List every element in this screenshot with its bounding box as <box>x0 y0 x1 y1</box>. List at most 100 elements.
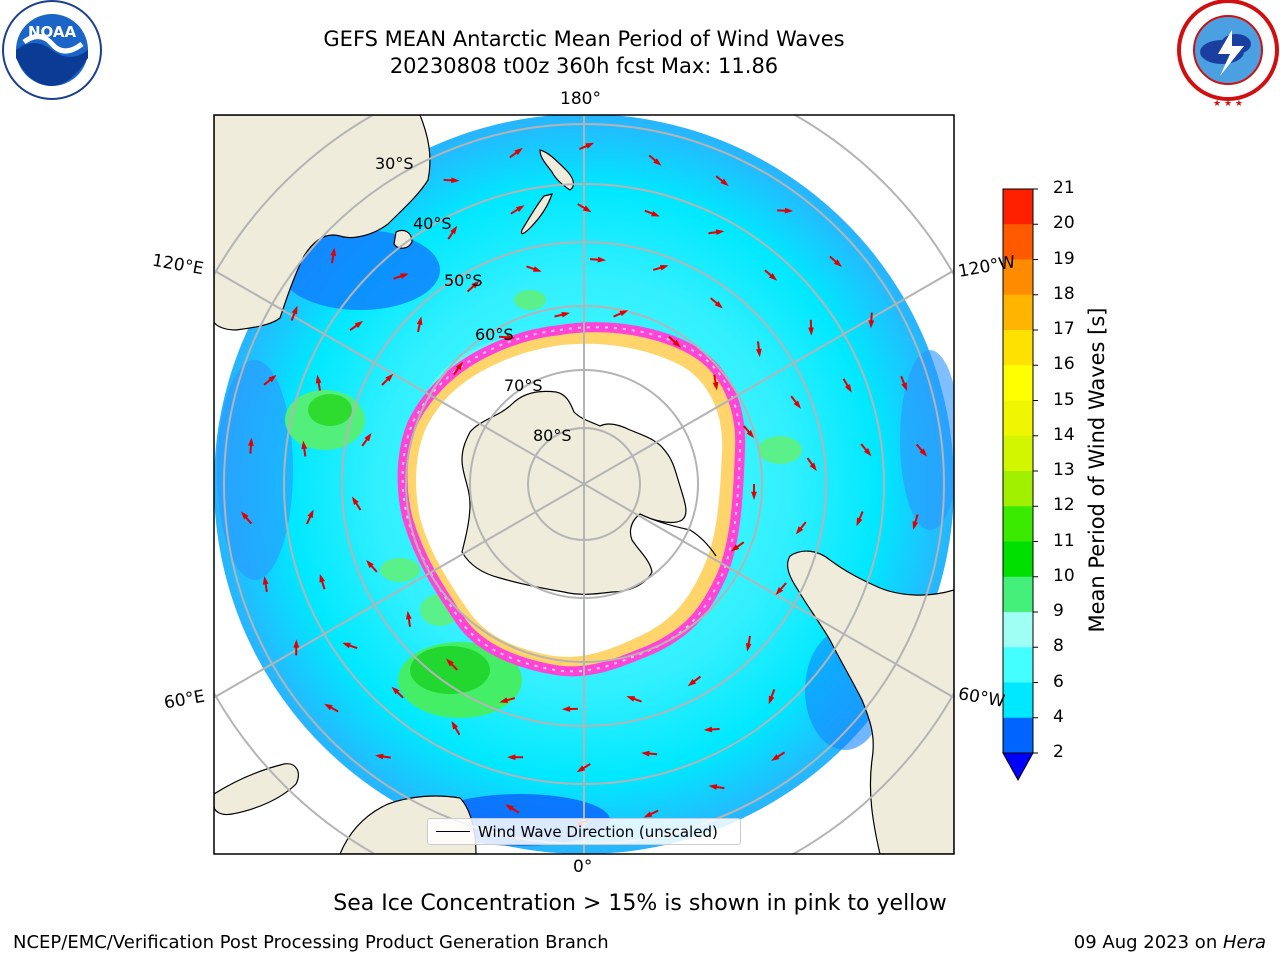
wave-direction-arrowhead <box>708 784 718 790</box>
wave-direction-arrowhead <box>687 678 697 687</box>
wave-direction-arrowhead <box>471 280 480 289</box>
wave-direction-arrowhead <box>354 320 364 329</box>
colorbar-tick-label: 17 <box>1053 319 1075 339</box>
footer-credit: NCEP/EMC/Verification Post Processing Pr… <box>13 932 609 953</box>
wave-direction-arrowhead <box>342 642 351 649</box>
wave-direction-arrowhead <box>499 697 509 703</box>
svg-text:★ ★ ★: ★ ★ ★ <box>1213 99 1243 109</box>
wave-direction-arrowhead <box>301 440 308 450</box>
colorbar-tick-label: 15 <box>1053 389 1075 410</box>
new-zealand-south <box>520 193 553 235</box>
wave-direction-arrowhead <box>455 361 463 371</box>
wave-direction-arrowhead <box>856 517 863 527</box>
wave-direction-arrowhead <box>532 266 542 272</box>
colorbar-tick-label: 14 <box>1053 424 1075 445</box>
wave-direction-arrowhead <box>446 658 454 667</box>
legend-label: Wind Wave Direction (unscaled) <box>478 823 718 841</box>
wave-direction-arrowhead <box>768 273 778 281</box>
wave-direction-arrowhead <box>240 511 249 520</box>
wave-direction-arrowhead <box>672 339 681 348</box>
wave-direction-arrowhead <box>784 207 794 214</box>
lon-label-bottom: 0° <box>573 857 593 877</box>
wind-wave-arrows <box>240 142 928 828</box>
wave-direction-arrowhead <box>714 300 723 309</box>
colorbar-segment <box>1003 224 1033 260</box>
colorbar-tick-label: 6 <box>1053 671 1064 692</box>
noaa-logo: NOAA <box>2 0 102 100</box>
colorbar-segment <box>1003 717 1033 754</box>
tasmania <box>393 229 413 249</box>
wave-direction-arrowhead <box>506 334 515 341</box>
madagascar <box>214 763 299 816</box>
wave-direction-arrowhead <box>366 560 374 569</box>
wave-direction-arrowhead <box>712 381 719 391</box>
wave-direction-arrowhead <box>268 374 277 383</box>
colorbar-tick-label: 4 <box>1053 706 1064 727</box>
colorbar-tick-label: 13 <box>1053 460 1075 480</box>
wave-direction-arrowhead <box>793 400 801 409</box>
wave-direction-arrowhead <box>561 311 571 318</box>
sea-ice-caption: Sea Ice Concentration > 15% is shown in … <box>333 891 947 916</box>
colorbar-label: Mean Period of Wind Waves [s] <box>1085 307 1109 633</box>
wave-direction-arrowhead <box>768 695 775 705</box>
wave-direction-arrowhead <box>416 316 423 326</box>
wave-direction-arrowhead <box>319 573 325 583</box>
wave-direction-arrowhead <box>505 804 514 811</box>
wave-direction-arrowhead <box>351 496 359 505</box>
wave-direction-arrowhead <box>720 178 729 186</box>
colorbar-tick-label: 19 <box>1053 248 1075 269</box>
wave-direction-arrowhead <box>703 726 713 733</box>
lat-label-80s: 80°S <box>533 426 572 445</box>
wave-direction-arrowhead <box>868 320 875 329</box>
wave-direction-arrowhead <box>293 639 300 648</box>
wave-direction-arrowhead <box>391 686 400 695</box>
wave-direction-arrowhead <box>730 544 740 552</box>
colorbar-segment <box>1003 189 1033 225</box>
colorbar-segment <box>1003 259 1033 296</box>
wave-direction-arrowhead <box>514 147 523 156</box>
legend-line-swatch <box>436 831 470 832</box>
wave-direction-arrowhead <box>626 696 636 702</box>
wave-direction-arrowhead <box>450 225 458 235</box>
wave-direction-arrowhead <box>385 373 394 382</box>
wave-direction-arrowhead <box>845 384 852 393</box>
footer-host: Hera <box>1222 932 1266 953</box>
colorbar-segment <box>1003 612 1033 648</box>
chart-title: GEFS MEAN Antarctic Mean Period of Wind … <box>323 27 845 51</box>
colorbar-tick-label: 11 <box>1053 530 1075 551</box>
chart-subtitle: 20230808 t00z 360h fcst Max: 11.86 <box>389 54 779 78</box>
nws-logo: ★ ★ ★ <box>1177 0 1279 109</box>
wave-direction-arrowhead <box>833 259 842 267</box>
wave-direction-arrowhead <box>746 429 755 439</box>
lat-label-40s: 40°S <box>413 214 452 233</box>
wave-direction-arrowhead <box>582 205 592 213</box>
wave-direction-arrowhead <box>745 643 752 652</box>
wave-direction-arrowhead <box>795 526 804 535</box>
wave-direction-arrowhead <box>561 706 571 712</box>
colorbar-tick-label: 2 <box>1053 742 1064 762</box>
colorbar-segment <box>1003 541 1033 578</box>
colorbar-tick-label: 18 <box>1053 283 1075 304</box>
wave-direction-arrowhead <box>715 229 725 236</box>
colorbar-tick-label: 10 <box>1053 565 1075 586</box>
wave-direction-arrowhead <box>248 437 254 447</box>
lat-label-60s: 60°S <box>475 325 514 344</box>
wave-direction-arrowhead <box>771 754 780 761</box>
wave-direction-arrowhead <box>374 753 384 760</box>
colorbar-segment <box>1003 435 1033 472</box>
wave-direction-arrowhead <box>863 448 872 457</box>
colorbar-segment <box>1003 506 1033 542</box>
wave-direction-arrowhead <box>643 811 653 818</box>
noaa-logo-text: NOAA <box>28 23 77 41</box>
colorbar <box>1002 188 1038 782</box>
wave-direction-arrowhead <box>912 521 919 530</box>
colorbar-tick-label: 9 <box>1053 601 1064 621</box>
colorbar-segment <box>1003 471 1033 507</box>
lat-label-30s: 30°S <box>375 154 414 173</box>
wave-direction-arrowhead <box>808 327 814 336</box>
wave-direction-arrowhead <box>597 256 607 263</box>
new-zealand-north <box>539 149 575 191</box>
wave-direction-arrowhead <box>507 754 516 761</box>
wave-direction-arrowhead <box>515 205 525 213</box>
